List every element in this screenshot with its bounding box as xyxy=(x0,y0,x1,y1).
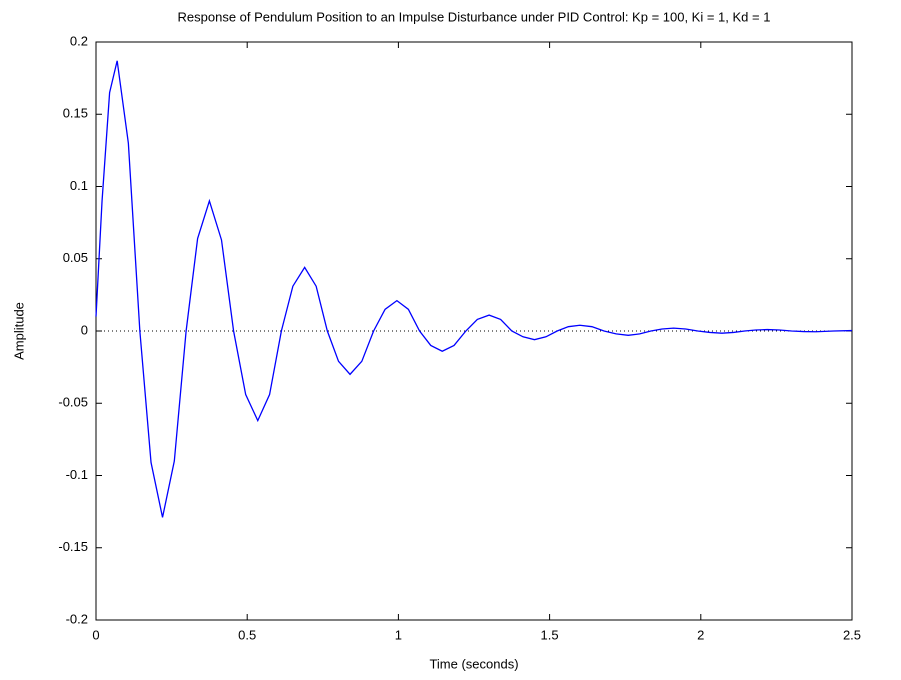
x-tick-label: 0 xyxy=(92,627,99,642)
y-tick-label: -0.1 xyxy=(66,467,88,482)
y-tick-label: -0.05 xyxy=(58,395,88,410)
x-tick-label: 1 xyxy=(395,627,402,642)
x-tick-label: 1.5 xyxy=(541,627,559,642)
y-tick-label: 0.1 xyxy=(70,178,88,193)
x-axis-label: Time (seconds) xyxy=(429,656,518,671)
x-tick-label: 0.5 xyxy=(238,627,256,642)
chart-title: Response of Pendulum Position to an Impu… xyxy=(178,9,771,24)
y-tick-label: 0.05 xyxy=(63,250,88,265)
plot-area xyxy=(95,41,853,621)
y-tick-label: 0.15 xyxy=(63,106,88,121)
y-axis-label: Amplitude xyxy=(11,302,26,360)
y-tick-label: -0.2 xyxy=(66,611,88,626)
y-tick-label: 0 xyxy=(81,322,88,337)
y-tick-label: 0.2 xyxy=(70,33,88,48)
data-line xyxy=(95,60,853,518)
x-tick-label: 2.5 xyxy=(843,627,861,642)
x-tick-label: 2 xyxy=(697,627,704,642)
y-tick-label: -0.15 xyxy=(58,539,88,554)
